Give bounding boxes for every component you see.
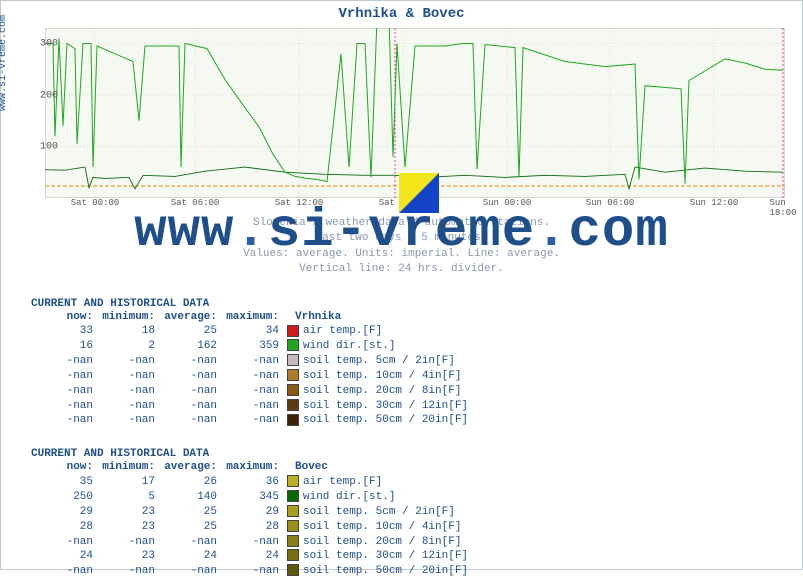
- table-row: 28232528soil temp. 10cm / 4in[F]: [31, 520, 794, 535]
- color-swatch: [287, 520, 299, 532]
- table-row: -nan-nan-nan-nansoil temp. 20cm / 8in[F]: [31, 384, 794, 399]
- color-swatch: [287, 549, 299, 561]
- y-axis-label[interactable]: www.si-vreme.com: [0, 15, 9, 111]
- color-swatch: [287, 369, 299, 381]
- table-row: 35172636air temp.[F]: [31, 475, 794, 490]
- color-swatch: [287, 384, 299, 396]
- chart-title: Vrhnika & Bovec: [9, 3, 794, 22]
- color-swatch: [287, 325, 299, 337]
- table-header: now:minimum:average:maximum:Bovec: [31, 460, 794, 475]
- table-row: -nan-nan-nan-nansoil temp. 5cm / 2in[F]: [31, 354, 794, 369]
- table-row: -nan-nan-nan-nansoil temp. 30cm / 12in[F…: [31, 399, 794, 414]
- color-swatch: [287, 490, 299, 502]
- table-row: -nan-nan-nan-nansoil temp. 50cm / 20in[F…: [31, 564, 794, 579]
- color-swatch: [287, 354, 299, 366]
- data-tables: CURRENT AND HISTORICAL DATAnow:minimum:a…: [9, 298, 794, 579]
- table-row: 24232424soil temp. 30cm / 12in[F]: [31, 549, 794, 564]
- color-swatch: [287, 414, 299, 426]
- table-row: -nan-nan-nan-nansoil temp. 50cm / 20in[F…: [31, 413, 794, 428]
- table-row: -nan-nan-nan-nansoil temp. 10cm / 4in[F]: [31, 369, 794, 384]
- chart-frame: { "title": "Vrhnika & Bovec", "ylabel_te…: [0, 0, 803, 570]
- table-header: now:minimum:average:maximum:Vrhnika: [31, 310, 794, 325]
- chart-caption: Slovenia / weather data / automatic stat…: [9, 216, 794, 278]
- color-swatch: [287, 399, 299, 411]
- table-title: CURRENT AND HISTORICAL DATA: [31, 448, 794, 460]
- table-title: CURRENT AND HISTORICAL DATA: [31, 298, 794, 310]
- color-swatch: [287, 505, 299, 517]
- table-row: -nan-nan-nan-nansoil temp. 20cm / 8in[F]: [31, 535, 794, 550]
- table-row: 2505140345wind dir.[st.]: [31, 490, 794, 505]
- table-row: 33182534air temp.[F]: [31, 324, 794, 339]
- table-row: 29232529soil temp. 5cm / 2in[F]: [31, 505, 794, 520]
- color-swatch: [287, 535, 299, 547]
- table-row: 162162359wind dir.[st.]: [31, 339, 794, 354]
- slovenia-logo-icon: [399, 173, 439, 213]
- color-swatch: [287, 339, 299, 351]
- color-swatch: [287, 564, 299, 576]
- color-swatch: [287, 475, 299, 487]
